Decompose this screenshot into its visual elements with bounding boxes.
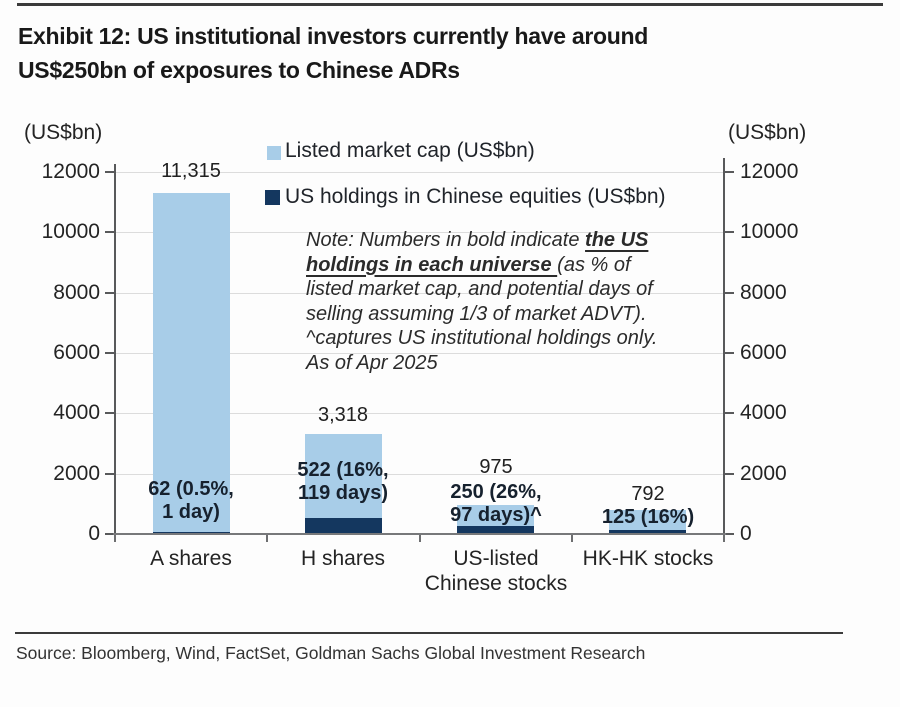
y-axis-left bbox=[114, 164, 116, 534]
bar-us-holdings-hk-hk bbox=[609, 530, 686, 534]
bar-us-holdings-us-listed bbox=[457, 526, 534, 534]
note-rest: (as % of listed market cap, and potentia… bbox=[306, 253, 658, 374]
holdings-label-hk-hk: 125 (16%) bbox=[601, 506, 695, 528]
y-tickmark-right bbox=[724, 292, 734, 294]
y-tickmark-right bbox=[724, 412, 734, 414]
x-tickmark bbox=[571, 534, 573, 542]
bar-listed-market-cap-a-shares bbox=[153, 193, 230, 534]
y-tickmark-left bbox=[105, 473, 115, 475]
chart-note: Note: Numbers in bold indicate the US ho… bbox=[306, 228, 746, 375]
legend-swatch-listed-market-cap bbox=[267, 146, 281, 160]
bar-listed-market-cap-h-shares bbox=[305, 434, 382, 534]
x-tickmark bbox=[419, 534, 421, 542]
y-tick-label: 12000 bbox=[41, 160, 100, 183]
x-axis-line bbox=[113, 533, 726, 535]
category-label-h-shares: H shares bbox=[300, 547, 386, 570]
y-tick-label: 6000 bbox=[53, 341, 100, 364]
source-text: Source: Bloomberg, Wind, FactSet, Goldma… bbox=[16, 643, 646, 663]
holdings-label-us-listed: 250 (26%, 97 days)^ bbox=[450, 481, 542, 526]
y-tick-label: 2000 bbox=[740, 462, 787, 485]
y-tick-label: 6000 bbox=[740, 341, 787, 364]
y-tickmark-right bbox=[724, 473, 734, 475]
holdings-label-h-shares: 522 (16%, 119 days) bbox=[297, 459, 389, 504]
x-tickmark bbox=[114, 534, 116, 542]
holdings-label-a-shares: 62 (0.5%, 1 day) bbox=[148, 478, 234, 523]
gridline bbox=[115, 293, 724, 294]
y-tickmark-left bbox=[105, 533, 115, 535]
y-tick-label: 10000 bbox=[740, 220, 799, 243]
y-tickmark-left bbox=[105, 412, 115, 414]
y-tickmark-right bbox=[724, 352, 734, 354]
y-tick-label: 10000 bbox=[41, 220, 100, 243]
gridline bbox=[115, 353, 724, 354]
y-tick-label: 0 bbox=[740, 522, 752, 545]
y-tick-label: 8000 bbox=[53, 281, 100, 304]
y-tickmark-left bbox=[105, 292, 115, 294]
legend-label-listed-market-cap: Listed market cap (US$bn) bbox=[285, 139, 535, 162]
y-tickmark-right bbox=[724, 533, 734, 535]
y-tick-label: 8000 bbox=[740, 281, 787, 304]
y-axis-unit-left: (US$bn) bbox=[24, 121, 103, 144]
market-cap-label-hk-hk: 792 bbox=[631, 483, 665, 505]
gridline bbox=[115, 474, 724, 475]
category-label-us-listed: US-listed Chinese stocks bbox=[424, 547, 568, 595]
y-tickmark-right bbox=[724, 171, 734, 173]
y-tickmark-left bbox=[105, 231, 115, 233]
gridline bbox=[115, 413, 724, 414]
y-tick-label: 2000 bbox=[53, 462, 100, 485]
top-rule bbox=[17, 3, 883, 6]
exhibit-title: Exhibit 12: US institutional investors c… bbox=[18, 23, 648, 83]
market-cap-label-a-shares: 11,315 bbox=[161, 160, 221, 182]
source-rule bbox=[15, 632, 843, 634]
x-tickmark bbox=[723, 534, 725, 542]
y-axis-unit-right: (US$bn) bbox=[728, 121, 807, 144]
note-underlined: the US holdings in each universe bbox=[306, 229, 649, 276]
category-label-hk-hk: HK-HK stocks bbox=[582, 547, 714, 570]
gridline bbox=[115, 232, 724, 233]
x-tickmark bbox=[266, 534, 268, 542]
y-tickmark-left bbox=[105, 171, 115, 173]
market-cap-label-us-listed: 975 bbox=[479, 456, 513, 478]
y-tick-label: 0 bbox=[88, 522, 100, 545]
market-cap-label-h-shares: 3,318 bbox=[317, 404, 369, 426]
y-tick-label: 4000 bbox=[740, 401, 787, 424]
y-tick-label: 12000 bbox=[740, 160, 799, 183]
y-tickmark-left bbox=[105, 352, 115, 354]
note-prefix: Note: Numbers in bold indicate bbox=[306, 229, 586, 251]
bar-us-holdings-h-shares bbox=[305, 518, 382, 534]
gridline bbox=[115, 172, 724, 173]
y-tickmark-right bbox=[724, 231, 734, 233]
legend-swatch-us-holdings bbox=[265, 190, 280, 205]
y-tick-label: 4000 bbox=[53, 401, 100, 424]
y-axis-right bbox=[723, 158, 725, 534]
legend-label-us-holdings: US holdings in Chinese equities (US$bn) bbox=[285, 185, 666, 208]
category-label-a-shares: A shares bbox=[150, 547, 232, 570]
